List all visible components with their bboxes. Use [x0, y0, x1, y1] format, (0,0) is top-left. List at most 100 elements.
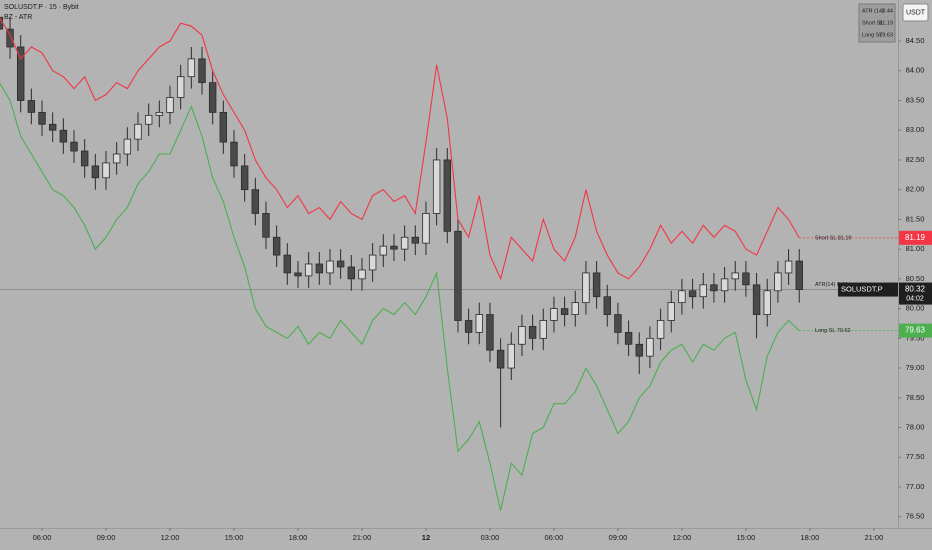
y-tick-label: 79.50	[906, 333, 925, 342]
candle-body	[144, 114, 153, 125]
line-label: Long SL 79.62	[815, 328, 851, 334]
candle-body	[390, 245, 398, 250]
candle-body	[699, 284, 707, 298]
candle-body	[752, 284, 761, 315]
candle-body	[91, 165, 100, 179]
candle-body	[518, 326, 526, 345]
table-value: 81.19	[879, 20, 893, 26]
currency-label[interactable]: USDT	[906, 9, 926, 16]
x-tick-label: 21:00	[353, 533, 372, 542]
x-tick-label: 09:00	[609, 533, 628, 542]
currency-button[interactable]	[902, 3, 929, 22]
candle-body	[38, 111, 46, 125]
last-price-symbol: SOLUSDT.P	[841, 285, 883, 294]
price-tag	[899, 323, 932, 338]
candle-body	[80, 150, 89, 167]
candle-body	[678, 290, 686, 304]
candle-body	[176, 76, 185, 98]
candle-body	[454, 230, 462, 321]
candle-body	[603, 296, 611, 315]
candle-body	[475, 314, 483, 333]
y-tick-label: 80.50	[906, 274, 925, 283]
candle-body	[784, 260, 793, 274]
candle-body	[795, 260, 803, 290]
last-price-tag	[899, 282, 932, 305]
candle-body	[272, 236, 281, 256]
y-tick-label: 78.00	[906, 422, 925, 431]
candle-body	[560, 308, 569, 315]
x-tick-label: 06:00	[545, 533, 564, 542]
candle-body	[166, 97, 174, 113]
x-tick-label: 09:00	[97, 533, 116, 542]
candle-body	[646, 337, 654, 357]
y-tick-label: 76.50	[906, 512, 925, 521]
candle-body	[635, 343, 643, 357]
candle-body	[198, 58, 206, 84]
table-name: Short SL	[862, 20, 883, 26]
candle-body	[688, 290, 697, 298]
candle-body	[571, 302, 579, 315]
line-label: Short SL 81.19	[815, 235, 852, 241]
candle-body	[187, 58, 196, 78]
x-tick-label: 15:00	[737, 533, 756, 542]
candle-body	[70, 141, 78, 152]
y-tick-label: 81.00	[906, 244, 925, 253]
table-name: ATR (14)	[862, 8, 884, 14]
y-tick-label: 84.00	[906, 66, 925, 75]
x-tick-label: 12:00	[673, 533, 692, 542]
candle-body	[774, 272, 782, 292]
candle-body	[347, 266, 356, 280]
candle-body	[731, 272, 739, 280]
candle-body	[358, 269, 366, 280]
chart-title: SOLUSDT.P · 15 · Bybit	[4, 4, 79, 11]
x-tick-label: 18:00	[289, 533, 308, 542]
x-tick-label: 12:00	[161, 533, 180, 542]
candle-body	[763, 290, 771, 315]
sl-line	[0, 17, 800, 281]
y-tick-label: 83.00	[906, 125, 925, 134]
candle-body	[528, 326, 537, 339]
candle-body	[614, 314, 622, 333]
candle-body	[208, 82, 217, 113]
candle-body	[496, 349, 505, 369]
countdown-label: 04:02	[906, 295, 924, 302]
candle-body	[326, 260, 334, 274]
x-tick-label: 06:00	[33, 533, 52, 542]
candle-body	[411, 236, 420, 244]
candle-body	[336, 260, 345, 268]
candle-body	[368, 254, 377, 271]
candle-body	[507, 343, 515, 369]
y-tick-label: 78.50	[906, 393, 925, 402]
candle-body	[283, 254, 292, 274]
y-tick-label: 80.00	[906, 304, 925, 313]
plot-area	[0, 16, 898, 511]
candle-body	[592, 272, 601, 298]
candle-body	[710, 284, 718, 292]
candle-body	[315, 263, 324, 274]
table-value: 79.63	[879, 32, 893, 38]
info-table	[858, 3, 896, 43]
sl-line	[0, 82, 800, 511]
last-price-label: 80.32	[905, 285, 926, 294]
candle-body	[262, 213, 270, 238]
candle-body	[27, 100, 36, 113]
candle-body	[550, 308, 558, 321]
candle-body	[240, 165, 249, 191]
candle-body	[59, 129, 68, 143]
indicator-title: BZ - ATR	[4, 14, 32, 21]
y-tick-label: 83.50	[906, 95, 925, 104]
candle-body	[624, 331, 633, 345]
y-tick-label: 77.50	[906, 452, 925, 461]
candle-body	[16, 46, 25, 101]
candle-body	[219, 111, 228, 143]
candle-body	[6, 28, 14, 48]
candle-body	[304, 263, 313, 277]
candle-body	[112, 153, 121, 164]
x-tick-label: 15:00	[225, 533, 244, 542]
candle-body	[667, 302, 675, 321]
x-tick-label: 03:00	[481, 533, 500, 542]
candle-body	[539, 320, 547, 339]
